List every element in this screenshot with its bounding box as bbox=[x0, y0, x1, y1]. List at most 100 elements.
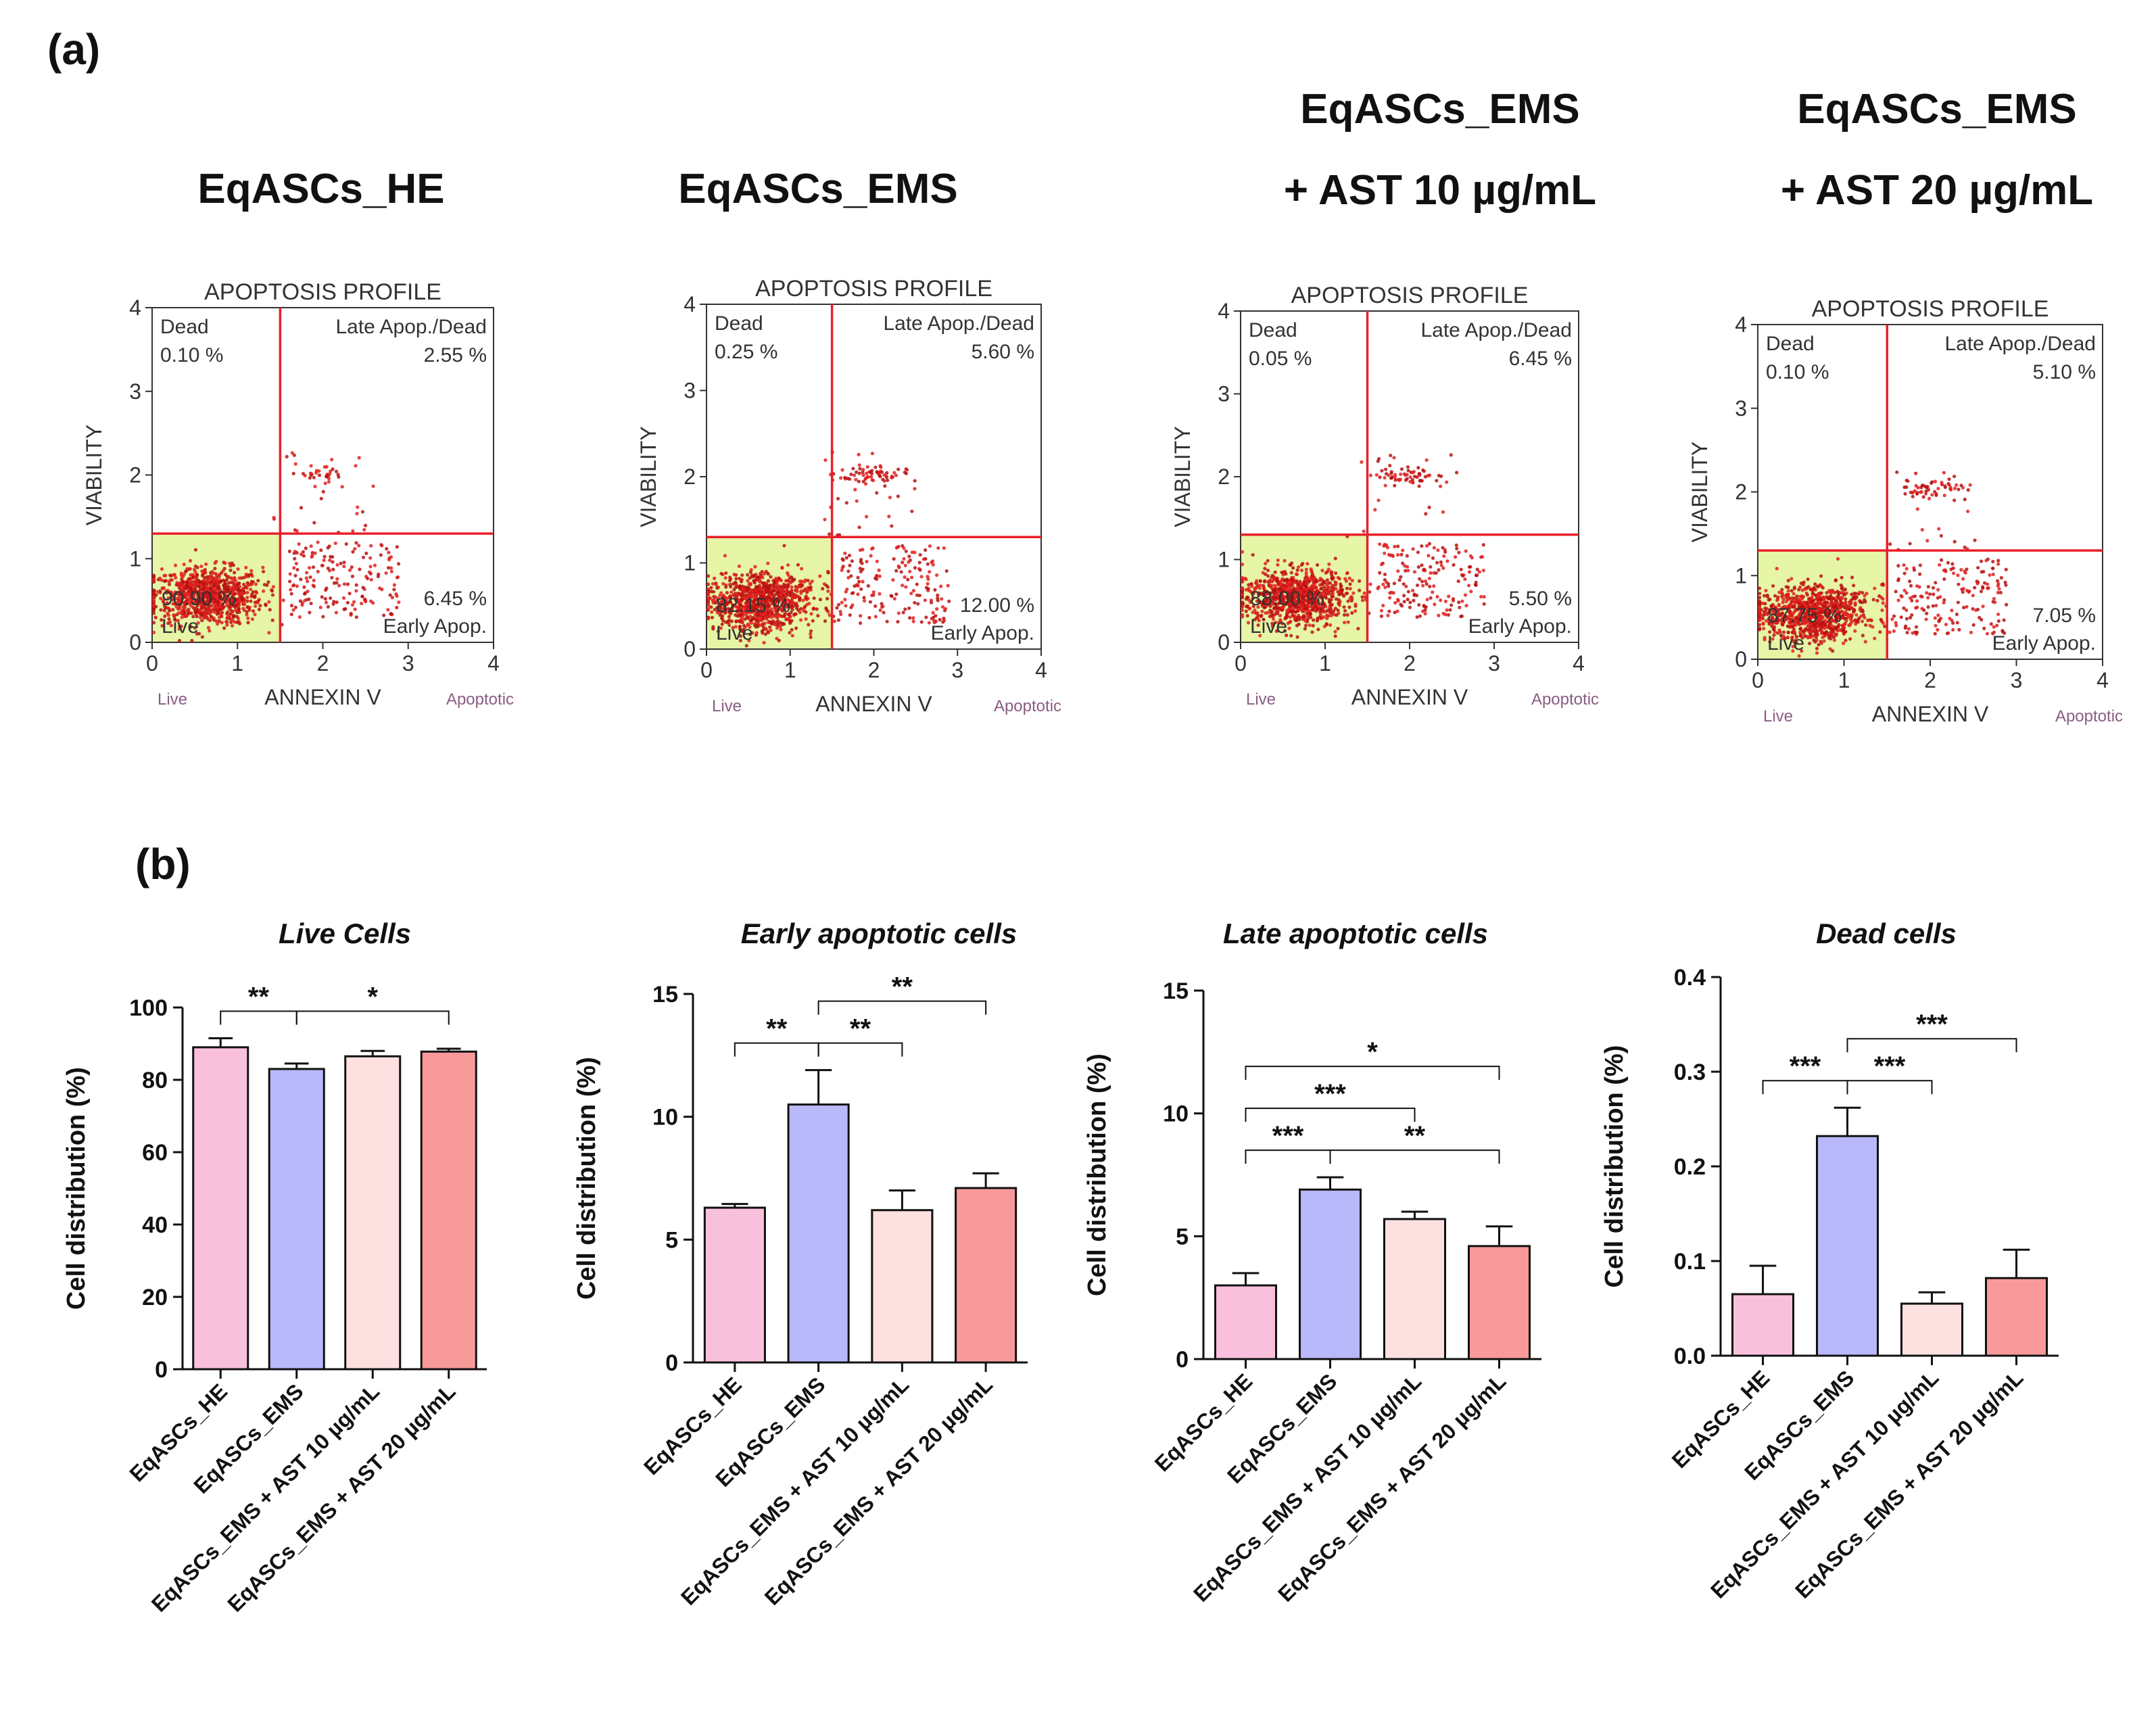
event-dot bbox=[861, 470, 865, 475]
event-dot bbox=[871, 590, 876, 594]
event-dot bbox=[739, 579, 744, 584]
event-dot bbox=[1834, 578, 1838, 582]
event-dot bbox=[316, 569, 320, 573]
event-dot bbox=[177, 582, 181, 586]
event-dot bbox=[1374, 473, 1379, 477]
event-dot bbox=[1448, 608, 1452, 612]
quadrant-live-label: Live bbox=[716, 622, 753, 644]
event-dot bbox=[1973, 538, 1977, 542]
significance-label: *** bbox=[1874, 1051, 1906, 1081]
y-tick-label: 2 bbox=[1735, 480, 1747, 504]
event-dot bbox=[178, 600, 182, 604]
event-dot bbox=[811, 607, 815, 611]
y-tick-label: 3 bbox=[129, 379, 141, 404]
event-dot bbox=[1356, 627, 1360, 631]
event-dot bbox=[1776, 597, 1780, 601]
event-dot bbox=[225, 623, 229, 627]
event-dot bbox=[1953, 486, 1957, 490]
event-dot bbox=[1757, 618, 1762, 623]
x-axis-label: ANNEXIN V bbox=[1351, 685, 1468, 709]
event-dot bbox=[835, 606, 839, 610]
event-dot bbox=[809, 635, 813, 640]
event-dot bbox=[162, 609, 166, 613]
event-dot bbox=[172, 617, 176, 621]
event-dot bbox=[1416, 466, 1420, 470]
event-dot bbox=[1843, 616, 1847, 621]
event-dot bbox=[823, 517, 827, 521]
event-dot bbox=[162, 579, 166, 583]
significance-label: *** bbox=[1314, 1079, 1346, 1109]
event-dot bbox=[188, 559, 193, 563]
event-dot bbox=[909, 592, 913, 596]
event-dot bbox=[330, 575, 334, 579]
event-dot bbox=[1991, 572, 1995, 577]
event-dot bbox=[1852, 584, 1856, 588]
event-dot bbox=[857, 471, 861, 475]
event-dot bbox=[217, 619, 221, 623]
event-dot bbox=[765, 581, 769, 586]
event-dot bbox=[1263, 567, 1267, 571]
event-dot bbox=[387, 550, 391, 554]
event-dot bbox=[1934, 493, 1938, 498]
event-dot bbox=[349, 611, 353, 615]
event-dot bbox=[244, 565, 248, 569]
event-dot bbox=[224, 611, 229, 615]
event-dot bbox=[1270, 573, 1274, 577]
event-dot bbox=[225, 574, 229, 579]
event-dot bbox=[323, 481, 327, 485]
event-dot bbox=[851, 467, 855, 471]
event-dot bbox=[1385, 546, 1390, 550]
event-dot bbox=[1412, 570, 1417, 574]
event-dot bbox=[241, 597, 246, 601]
event-dot bbox=[344, 542, 348, 546]
event-dot bbox=[1481, 569, 1485, 573]
event-dot bbox=[1792, 586, 1796, 590]
event-dot bbox=[327, 479, 331, 484]
event-dot bbox=[248, 588, 253, 592]
event-dot bbox=[225, 604, 229, 608]
event-dot bbox=[865, 515, 869, 519]
event-dot bbox=[1859, 600, 1863, 604]
event-dot bbox=[1381, 604, 1385, 608]
event-dot bbox=[850, 559, 854, 563]
event-dot bbox=[385, 547, 389, 551]
event-dot bbox=[1963, 569, 1967, 573]
event-dot bbox=[857, 463, 861, 467]
quadrant-dead-value: 0.25 % bbox=[715, 341, 777, 363]
event-dot bbox=[1986, 586, 1990, 590]
event-dot bbox=[1264, 561, 1268, 566]
event-dot bbox=[881, 477, 885, 481]
event-dot bbox=[1455, 471, 1459, 475]
event-dot bbox=[911, 616, 915, 620]
event-dot bbox=[184, 613, 188, 617]
event-dot bbox=[181, 579, 185, 584]
event-dot bbox=[216, 611, 220, 615]
event-dot bbox=[183, 572, 187, 576]
event-dot bbox=[397, 600, 401, 604]
event-dot bbox=[270, 618, 274, 622]
event-dot bbox=[1436, 548, 1440, 552]
event-dot bbox=[1425, 598, 1429, 602]
significance-label: ** bbox=[892, 972, 913, 1002]
event-dot bbox=[1345, 613, 1349, 617]
event-dot bbox=[188, 583, 192, 587]
event-dot bbox=[174, 592, 178, 596]
event-dot bbox=[1911, 631, 1915, 635]
event-dot bbox=[1287, 626, 1291, 630]
event-dot bbox=[844, 604, 848, 608]
event-dot bbox=[305, 571, 309, 575]
event-dot bbox=[760, 569, 764, 574]
event-dot bbox=[1389, 476, 1393, 480]
event-dot bbox=[245, 605, 250, 609]
event-dot bbox=[1343, 621, 1347, 625]
event-dot bbox=[205, 575, 209, 579]
event-dot bbox=[723, 576, 727, 580]
event-dot bbox=[1863, 594, 1867, 598]
y-tick-label: 0 bbox=[129, 630, 141, 655]
event-dot bbox=[1397, 578, 1402, 582]
event-dot bbox=[320, 595, 324, 599]
event-dot bbox=[828, 532, 832, 536]
event-dot bbox=[766, 572, 771, 576]
